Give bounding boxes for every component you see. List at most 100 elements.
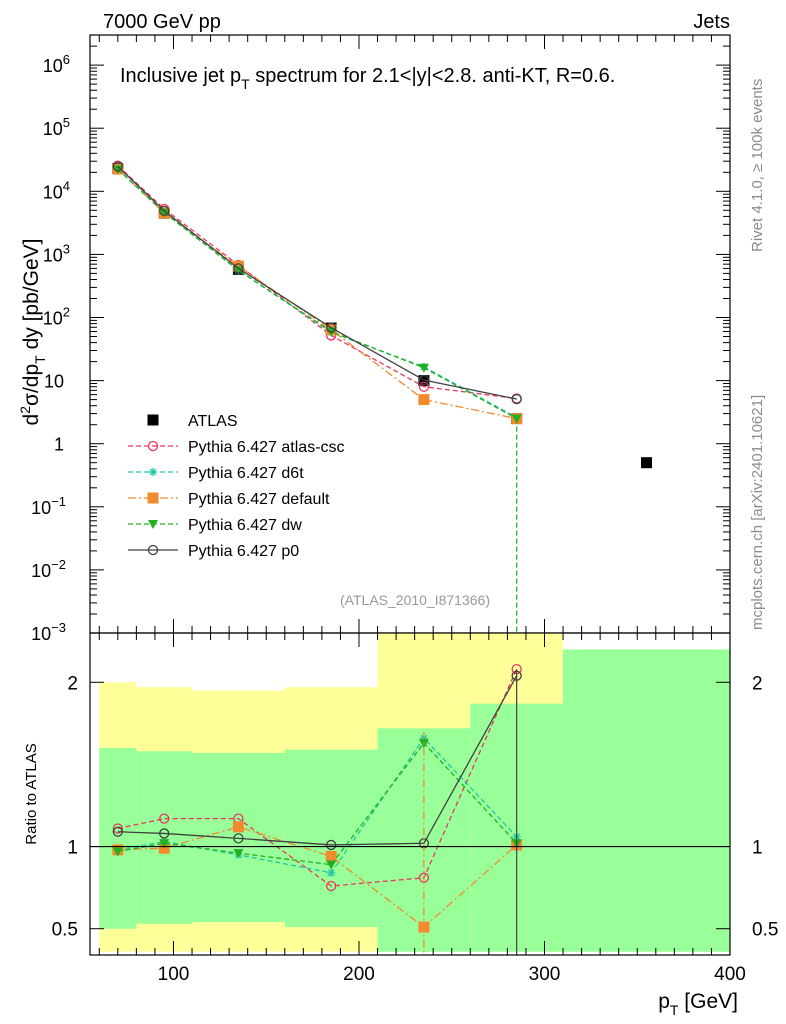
ratio-point <box>233 833 244 844</box>
ratio-y-tick-label-right: 2 <box>752 673 763 694</box>
ratio-point <box>159 828 170 839</box>
ratio-point <box>326 880 337 892</box>
chart-title-prefix: Inclusive jet p <box>120 65 241 87</box>
series-line <box>117 168 517 420</box>
series-line <box>117 165 517 400</box>
ratio-point <box>327 868 336 877</box>
main-plot-frame <box>89 34 731 634</box>
ratio-point <box>232 821 244 833</box>
main-plot-series <box>112 160 653 633</box>
ratio-series-pythia-6-427-p0 <box>112 670 522 851</box>
series-pythia-6-427-dw <box>112 165 522 424</box>
legend-label: Pythia 6.427 dw <box>188 517 302 534</box>
y-tick-label: 106 <box>43 52 70 76</box>
data-point <box>418 363 429 373</box>
y-tick-label: 10−1 <box>31 494 66 518</box>
data-point <box>418 374 430 386</box>
legend-marker <box>147 440 159 452</box>
ratio-plot-series <box>112 663 523 955</box>
green-band <box>99 748 137 929</box>
series-line <box>117 165 517 400</box>
ratio-plot-axes: 0.5 0.5 1 1 2 2 100 200 300 400 <box>52 633 778 985</box>
ylabel-two: 2 <box>17 406 33 414</box>
ratio-y-tick-label-right: 1 <box>752 838 763 859</box>
ylabel-T: T <box>32 355 48 364</box>
legend-marker <box>147 544 159 556</box>
data-point <box>326 322 337 333</box>
y-tick-label: 103 <box>43 241 70 265</box>
ratio-point <box>326 860 337 870</box>
ratio-point <box>112 847 123 857</box>
x-tick-label: 300 <box>529 964 561 985</box>
analysis-watermark: (ATLAS_2010_I871366) <box>340 592 490 608</box>
ratio-point <box>112 823 123 834</box>
data-point <box>159 205 170 217</box>
series-line <box>117 168 517 419</box>
legend-label: Pythia 6.427 p0 <box>188 543 299 560</box>
green-band <box>192 752 285 923</box>
ratio-point <box>112 826 123 837</box>
ratio-point <box>326 839 337 851</box>
main-y-axis-label: d2σ/dpT dy [pb/GeV] <box>17 239 48 426</box>
legend-marker <box>148 520 158 529</box>
legend-marker <box>147 414 159 426</box>
data-point <box>511 393 522 405</box>
chart-title-sub: T <box>241 76 250 92</box>
ratio-series-pythia-6-427-dw <box>112 739 522 870</box>
data-point <box>233 263 244 274</box>
ylabel-rest: dy [pb/GeV] <box>20 239 43 356</box>
ratio-uncertainty-bands <box>99 633 730 952</box>
legend: ATLAS Pythia 6.427 atlas-csc Pythia 6.427 … <box>128 413 345 560</box>
y-tick-label: 105 <box>43 115 70 139</box>
data-point <box>418 381 430 392</box>
data-point <box>112 165 123 175</box>
y-tick-label: 10 <box>44 372 64 392</box>
ratio-point <box>325 850 337 862</box>
ratio-series-line <box>117 675 518 846</box>
chart-title-suffix: spectrum for 2.1<|y|<2.8. anti-KT, R=0.6… <box>250 65 616 87</box>
y-tick-label: 10−3 <box>31 620 66 644</box>
data-point <box>641 457 653 469</box>
side-note-rivet: Rivet 4.1.0, ≥ 100k events <box>749 79 766 252</box>
legend-label: ATLAS <box>188 413 238 430</box>
main-plot: ATLAS Pythia 6.427 atlas-csc Pythia 6.427 … <box>17 34 731 644</box>
ratio-series-line <box>117 668 518 887</box>
ylabel-mid: σ/dp <box>20 364 43 406</box>
x-tick-label: 400 <box>714 964 746 985</box>
data-point <box>112 161 123 172</box>
series-pythia-6-427-default <box>112 163 523 425</box>
series-line <box>117 168 517 420</box>
x-axis-label: pT [GeV] <box>658 990 738 1018</box>
green-band <box>284 749 378 928</box>
ratio-y-tick-label: 2 <box>67 673 78 694</box>
ratio-y-tick-label-right: 0.5 <box>752 920 778 941</box>
legend-marker <box>149 468 157 476</box>
ratio-series-line <box>117 742 518 866</box>
legend-label: Pythia 6.427 default <box>188 491 330 508</box>
ratio-plot-frame <box>89 632 731 956</box>
header-category: Jets <box>693 11 730 33</box>
series-pythia-6-427-d6t <box>113 165 521 422</box>
green-band <box>563 649 730 952</box>
y-tick-label: 1 <box>54 435 64 455</box>
y-tick-label: 10−2 <box>31 557 66 581</box>
series-pythia-6-427-p0 <box>112 161 522 405</box>
y-tick-label: 104 <box>43 178 70 202</box>
legend-label: Pythia 6.427 atlas-csc <box>188 439 345 456</box>
chart-title: Inclusive jet pT spectrum for 2.1<|y|<2.… <box>120 65 615 92</box>
ylabel-d: d <box>20 414 43 426</box>
data-point <box>159 208 170 218</box>
ratio-series-line <box>117 737 518 874</box>
header-process: 7000 GeV pp <box>103 11 221 33</box>
series-pythia-6-427-atlas-csc <box>112 160 522 404</box>
ratio-y-tick-label: 0.5 <box>52 920 78 941</box>
ratio-point <box>159 813 170 824</box>
x-tick-label: 100 <box>158 964 190 985</box>
side-note-mcplots: mcplots.cern.ch [arXiv:2401.10621] <box>749 395 766 630</box>
ratio-y-axis-label: Ratio to ATLAS <box>23 743 40 844</box>
legend-label: Pythia 6.427 d6t <box>188 465 304 482</box>
data-point <box>233 266 244 276</box>
ratio-point <box>233 849 244 859</box>
